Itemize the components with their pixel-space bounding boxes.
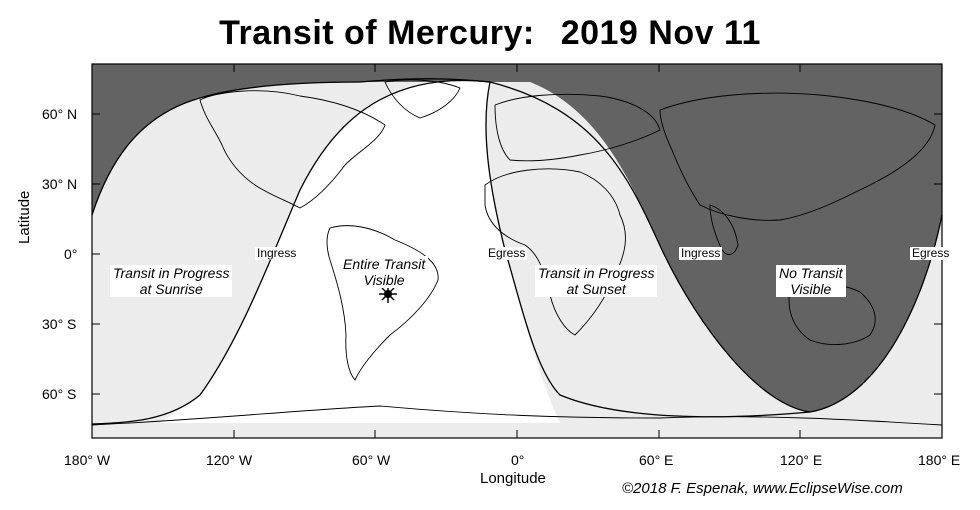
europe-outline	[494, 93, 661, 162]
sun-icon	[379, 285, 397, 303]
asia-outline	[659, 92, 936, 221]
ytick-30s: 30° S	[42, 316, 77, 332]
india-outline	[709, 204, 739, 256]
ytick-30n: 30° N	[42, 176, 78, 192]
xtick-180e: 180° E	[918, 452, 961, 468]
axis-ticks	[92, 64, 942, 438]
entire-transit-zone	[160, 80, 560, 423]
region-sunset-label: Transit in Progress at Sunset	[535, 265, 658, 297]
region-entire-label: Entire Transit Visible	[340, 256, 429, 288]
ytick-60n: 60° N	[42, 106, 78, 122]
south-america-outline	[326, 225, 439, 381]
xtick-60e: 60° E	[639, 452, 674, 468]
region-sunrise-label: Transit in Progress at Sunrise	[110, 265, 233, 297]
sunrise-ingress-curve	[91, 81, 361, 216]
credit-line: ©2018 F. Espenak, www.EclipseWise.com	[622, 480, 903, 497]
y-axis-title: Latitude	[16, 190, 33, 244]
egress-west-label: Egress	[486, 246, 528, 260]
ingress-east-label: Ingress	[679, 246, 723, 260]
antarctica-outline	[91, 405, 943, 426]
xtick-120w: 120° W	[206, 452, 253, 468]
xtick-60w: 60° W	[352, 452, 391, 468]
ytick-0: 0°	[64, 246, 78, 262]
xtick-120e: 120° E	[780, 452, 823, 468]
africa-outline	[484, 168, 626, 336]
ingress-west-label: Ingress	[255, 246, 299, 260]
x-axis-title: Longitude	[480, 470, 546, 487]
sunrise-egress-curve	[91, 79, 491, 425]
region-none-label: No Transit Visible	[776, 265, 846, 297]
sunset-egress-curve	[485, 81, 943, 418]
ytick-60s: 60° S	[42, 386, 77, 402]
title-main: Transit of Mercury:	[219, 14, 535, 52]
greenland-outline	[384, 79, 461, 119]
no-transit-zone	[92, 64, 942, 412]
xtick-180w: 180° W	[64, 452, 111, 468]
north-america-outline	[199, 90, 386, 209]
map-title: Transit of Mercury: 2019 Nov 11	[0, 14, 980, 53]
coastlines	[91, 79, 943, 426]
boundary-curves	[91, 78, 943, 425]
xtick-0: 0°	[511, 452, 525, 468]
egress-east-label: Egress	[910, 246, 952, 260]
sunset-ingress-curve	[359, 78, 811, 413]
title-date: 2019 Nov 11	[560, 14, 761, 52]
